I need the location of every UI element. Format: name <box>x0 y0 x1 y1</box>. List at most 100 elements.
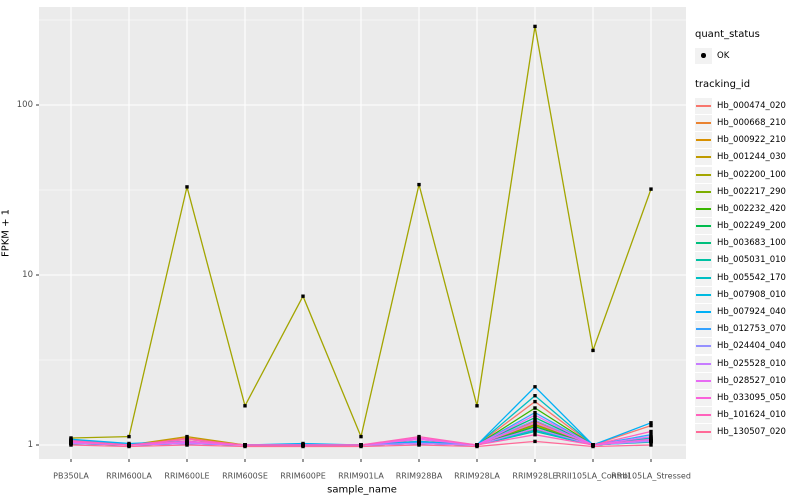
legend-entry-Hb_003683_100: Hb_003683_100 <box>695 235 799 252</box>
x-tick-label: RRIM600LA <box>106 471 152 481</box>
data-point <box>649 433 653 437</box>
data-point <box>533 426 537 431</box>
data-point <box>591 444 595 449</box>
data-point <box>185 434 189 439</box>
legend-entry-Hb_002200_100: Hb_002200_100 <box>695 166 799 183</box>
y-tick-label: 1 <box>27 440 33 450</box>
data-point <box>417 443 421 447</box>
data-point <box>69 443 73 447</box>
legend-entry-label: Hb_002249_200 <box>717 221 786 232</box>
data-point <box>475 444 479 449</box>
data-point <box>533 421 537 425</box>
data-point <box>127 434 131 439</box>
legend-section-gap <box>695 64 799 78</box>
legend-key-box <box>695 47 712 64</box>
line-swatch-icon <box>696 207 711 210</box>
line-swatch-icon <box>696 276 711 279</box>
data-point <box>533 415 537 420</box>
legend-key-box <box>695 149 712 166</box>
data-point <box>649 187 653 191</box>
data-point <box>533 439 537 444</box>
data-point <box>185 185 189 189</box>
legend-title-tracking-id: tracking_id <box>695 79 751 91</box>
legend-entry-label: Hb_101624_010 <box>717 410 786 421</box>
line-swatch-icon <box>696 431 711 434</box>
x-tick-label: RRIM928LA <box>454 471 500 481</box>
data-point <box>533 399 537 404</box>
legend-key-box <box>695 355 712 372</box>
legend-entry-label: OK <box>717 50 730 61</box>
legend-entry-Hb_101624_010: Hb_101624_010 <box>695 407 799 424</box>
data-point <box>533 410 537 415</box>
legend-entry-Hb_012753_070: Hb_012753_070 <box>695 321 799 338</box>
line-swatch-icon <box>696 379 711 382</box>
legend-key-box <box>695 407 712 424</box>
legend-key-box <box>695 269 712 286</box>
legend-entry-label: Hb_028527_010 <box>717 375 786 386</box>
data-point <box>359 444 363 449</box>
data-point <box>417 182 421 187</box>
line-swatch-icon <box>696 414 711 417</box>
data-point <box>301 294 305 298</box>
data-point <box>533 433 537 437</box>
y-axis-title: FPKM + 1 <box>0 208 12 258</box>
legend-entry-quant-ok: OK <box>695 47 799 64</box>
data-point <box>185 439 189 444</box>
legend-key-box <box>695 114 712 131</box>
legend-entry-label: Hb_005542_170 <box>717 272 786 283</box>
legend-tracking-entries: Hb_000474_020 Hb_000668_210 Hb_000922_210 H… <box>695 97 799 441</box>
legend-entry-Hb_000474_020: Hb_000474_020 <box>695 97 799 114</box>
legend-entry-Hb_002249_200: Hb_002249_200 <box>695 218 799 235</box>
legend-entry-Hb_000922_210: Hb_000922_210 <box>695 132 799 149</box>
legend-entry-Hb_025528_010: Hb_025528_010 <box>695 355 799 372</box>
data-point <box>649 437 653 441</box>
data-point <box>127 444 131 449</box>
legend-entry-label: Hb_000668_210 <box>717 117 786 128</box>
line-swatch-icon <box>696 156 711 159</box>
legend-entry-label: Hb_025528_010 <box>717 358 786 369</box>
legend-entry-Hb_005542_170: Hb_005542_170 <box>695 269 799 286</box>
legend-key-box <box>695 424 712 441</box>
legend-entry-label: Hb_002200_100 <box>717 169 786 180</box>
line-swatch-icon <box>696 242 711 245</box>
legend-key-box <box>695 218 712 235</box>
legend-entry-label: Hb_005031_010 <box>717 255 786 266</box>
data-point <box>185 437 189 441</box>
legend-key-box <box>695 304 712 321</box>
data-point <box>533 413 537 417</box>
legend-title-quant-status: quant_status <box>695 29 760 40</box>
line-swatch-icon <box>696 328 711 331</box>
legend-key-box <box>695 372 712 389</box>
data-point <box>533 385 537 389</box>
legend-entry-Hb_028527_010: Hb_028527_010 <box>695 372 799 389</box>
line-swatch-icon <box>696 139 711 142</box>
x-tick-label: RRIM600PE <box>280 471 326 481</box>
legend-key-box <box>695 338 712 355</box>
data-point <box>475 404 479 408</box>
legend-entry-label: Hb_033095_050 <box>717 392 786 403</box>
data-point <box>533 24 537 29</box>
line-swatch-icon <box>696 293 711 296</box>
x-tick-label: RRIM901LA <box>338 471 384 481</box>
data-point <box>649 434 653 439</box>
y-tick-label: 100 <box>16 100 33 110</box>
legend-entry-label: Hb_001244_030 <box>717 152 786 163</box>
line-swatch-icon <box>696 396 711 399</box>
data-point <box>185 443 189 447</box>
legend-key-box <box>695 183 712 200</box>
legend-key-box <box>695 235 712 252</box>
data-point <box>533 418 537 422</box>
legend-key-box <box>695 252 712 269</box>
legend-key-box <box>695 166 712 183</box>
line-swatch-icon <box>696 345 711 348</box>
panel-background <box>39 7 686 459</box>
legend-entry-label: Hb_130507_020 <box>717 427 786 438</box>
data-point <box>243 404 247 408</box>
line-swatch-icon <box>696 259 711 262</box>
legend-entry-Hb_007924_040: Hb_007924_040 <box>695 303 799 321</box>
line-swatch-icon <box>696 173 711 176</box>
data-point <box>649 443 653 447</box>
legend-entry-label: Hb_000922_210 <box>717 135 786 146</box>
legend-entry-Hb_001244_030: Hb_001244_030 <box>695 149 799 166</box>
